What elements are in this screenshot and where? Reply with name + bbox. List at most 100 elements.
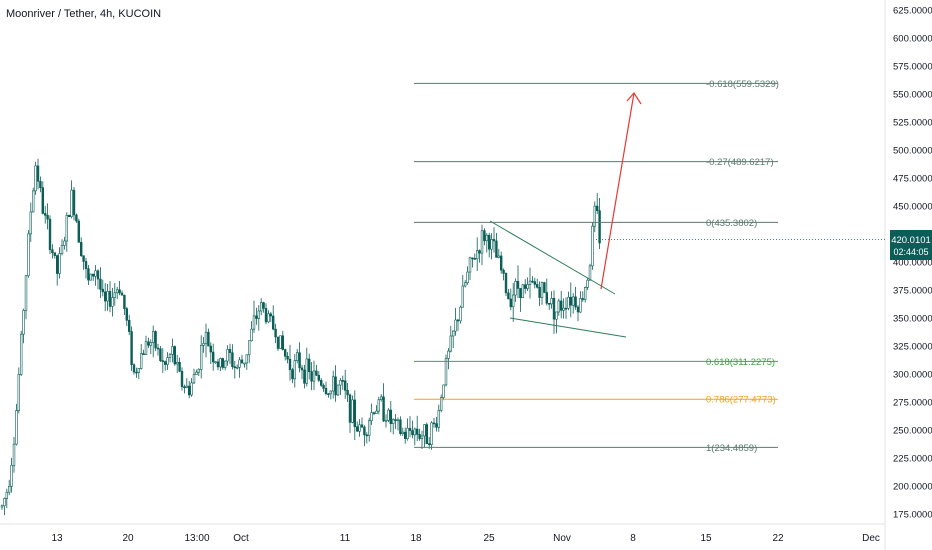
candle-body bbox=[108, 291, 112, 307]
candle-body bbox=[152, 331, 155, 343]
candle-body bbox=[286, 355, 289, 360]
candle-body bbox=[12, 443, 16, 466]
x-tick-label: 13:00 bbox=[184, 533, 209, 544]
candle-body bbox=[291, 369, 294, 380]
candle-body bbox=[348, 394, 352, 423]
candle-body bbox=[413, 428, 416, 436]
candle-body bbox=[382, 396, 385, 422]
candle-body bbox=[406, 427, 409, 439]
candle-body bbox=[370, 412, 373, 422]
x-tick-label: 25 bbox=[483, 533, 495, 544]
candle-body bbox=[41, 187, 45, 214]
candle-body bbox=[586, 279, 589, 288]
candle-body bbox=[238, 359, 241, 368]
candle-body bbox=[526, 284, 529, 289]
candle-body bbox=[463, 282, 467, 287]
candle-body bbox=[365, 434, 368, 437]
candle-body bbox=[77, 220, 81, 243]
candle-body bbox=[144, 341, 148, 355]
y-tick-label: 500.0000 bbox=[893, 146, 932, 157]
candle-body bbox=[125, 308, 129, 321]
x-tick-label: 8 bbox=[630, 533, 636, 544]
y-tick-label: 525.0000 bbox=[893, 118, 932, 129]
candle-body bbox=[192, 374, 196, 384]
projection-arrow[interactable] bbox=[600, 92, 642, 290]
candle-body bbox=[264, 308, 268, 323]
wedge-lower-trendline[interactable] bbox=[509, 317, 627, 338]
candle-body bbox=[502, 269, 505, 274]
candle-body bbox=[552, 298, 556, 320]
candle-body bbox=[190, 382, 193, 396]
candle-body bbox=[111, 297, 114, 307]
candle-body bbox=[598, 210, 601, 244]
candle-body bbox=[468, 257, 472, 273]
candle-body bbox=[550, 298, 553, 305]
candle-body bbox=[200, 345, 203, 370]
candle-body bbox=[43, 213, 47, 216]
candle-body bbox=[252, 315, 256, 330]
candle-body bbox=[94, 270, 97, 277]
candle-body bbox=[391, 419, 395, 424]
candle-body bbox=[195, 371, 198, 375]
candle-body bbox=[351, 399, 354, 423]
candle-body bbox=[219, 358, 222, 368]
candle-body bbox=[475, 250, 479, 260]
candle-body bbox=[499, 255, 503, 271]
y-tick-label: 625.0000 bbox=[893, 6, 932, 17]
candle-body bbox=[425, 424, 428, 445]
candle-body bbox=[274, 328, 277, 338]
x-tick-label: Dec bbox=[862, 533, 880, 544]
candle-body bbox=[521, 284, 525, 299]
candle-body bbox=[204, 331, 208, 344]
y-tick-label: 550.0000 bbox=[893, 90, 932, 101]
fib-level-label: 1(234.4859) bbox=[706, 443, 757, 454]
y-tick-label: 275.0000 bbox=[893, 398, 932, 409]
candle-body bbox=[96, 270, 100, 280]
candle-body bbox=[209, 345, 212, 353]
candle-body bbox=[511, 294, 515, 308]
candle-body bbox=[226, 349, 229, 362]
candle-body bbox=[228, 349, 232, 353]
candle-body bbox=[262, 302, 265, 309]
candle-body bbox=[420, 435, 424, 439]
candle-body bbox=[214, 361, 217, 364]
candle-body bbox=[559, 300, 563, 311]
candle-body bbox=[430, 422, 433, 445]
candle-body bbox=[48, 218, 52, 251]
candle-body bbox=[346, 390, 349, 396]
candle-body bbox=[233, 366, 236, 369]
candle-body bbox=[176, 362, 179, 365]
candle-body bbox=[538, 287, 541, 298]
candle-body bbox=[471, 257, 474, 260]
candle-body bbox=[293, 360, 296, 380]
candle-body bbox=[480, 230, 484, 254]
candle-body bbox=[543, 282, 546, 293]
candle-body bbox=[557, 300, 561, 313]
candle-body bbox=[101, 288, 105, 293]
candle-body bbox=[300, 367, 304, 371]
candle-body bbox=[317, 374, 320, 381]
candle-body bbox=[466, 271, 469, 284]
y-tick-label: 575.0000 bbox=[893, 62, 932, 73]
candle-body bbox=[322, 385, 325, 389]
y-tick-label: 400.0000 bbox=[893, 258, 932, 269]
candle-body bbox=[574, 296, 577, 308]
candle-body bbox=[276, 336, 280, 349]
candle-body bbox=[411, 430, 414, 436]
candle-body bbox=[583, 287, 587, 300]
wedge-upper-trendline[interactable] bbox=[489, 220, 616, 295]
candle-body bbox=[224, 360, 227, 368]
candle-body bbox=[579, 298, 582, 313]
candle-body bbox=[315, 370, 318, 376]
candle-body bbox=[255, 315, 258, 319]
projection-arrowhead-icon bbox=[626, 92, 642, 105]
candle-body bbox=[367, 420, 371, 436]
candle-body bbox=[80, 242, 83, 256]
candle-body bbox=[535, 284, 539, 288]
candle-body bbox=[135, 371, 138, 374]
candle-body bbox=[142, 353, 145, 355]
candle-body bbox=[178, 362, 181, 372]
chart-title: Moonriver / Tether, 4h, KUCOIN bbox=[6, 8, 162, 20]
y-tick-label: 475.0000 bbox=[893, 174, 932, 185]
